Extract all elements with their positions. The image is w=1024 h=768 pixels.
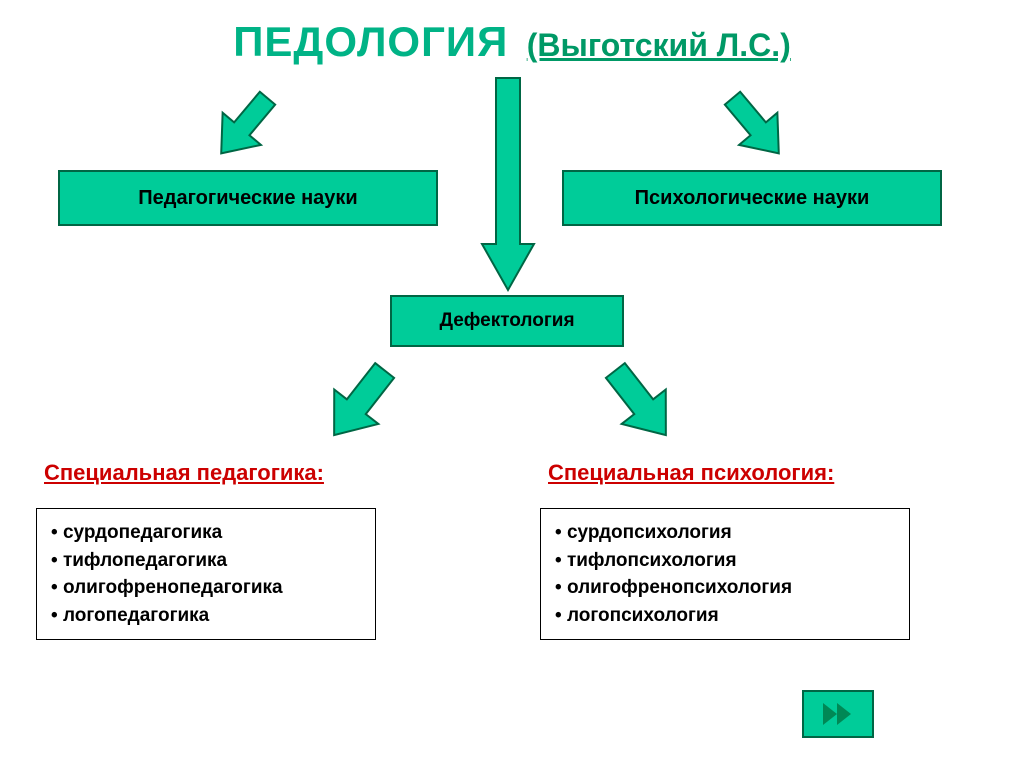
list-item: • тифлопедагогика bbox=[51, 547, 361, 575]
branch-left-heading: Специальная педагогика: bbox=[44, 460, 324, 486]
branch-right-list: • сурдопсихология • тифлопсихология • ол… bbox=[540, 508, 910, 640]
next-slide-button[interactable] bbox=[802, 690, 874, 738]
node-pedagogical-label: Педагогические науки bbox=[138, 187, 357, 210]
branch-right-heading: Специальная психология: bbox=[548, 460, 834, 486]
title-main: ПЕДОЛОГИЯ bbox=[233, 18, 508, 65]
list-item: • тифлопсихология bbox=[555, 547, 895, 575]
list-item: • сурдопсихология bbox=[555, 519, 895, 547]
node-defectology-label: Дефектология bbox=[439, 310, 574, 332]
list-item: • олигофренопсихология bbox=[555, 574, 895, 602]
list-item: • логопедагогика bbox=[51, 602, 361, 630]
title-row: ПЕДОЛОГИЯ (Выготский Л.С.) bbox=[0, 18, 1024, 66]
play-forward-icon bbox=[821, 701, 855, 727]
list-item: • олигофренопедагогика bbox=[51, 574, 361, 602]
node-psychological-label: Психологические науки bbox=[635, 187, 870, 210]
arrow-def-to-left bbox=[310, 352, 410, 452]
branch-left-list: • сурдопедагогика • тифлопедагогика • ол… bbox=[36, 508, 376, 640]
arrow-title-to-right bbox=[710, 80, 800, 170]
arrow-title-to-center bbox=[478, 74, 538, 294]
arrow-def-to-right bbox=[590, 352, 690, 452]
node-defectology: Дефектология bbox=[390, 295, 624, 347]
list-item: • сурдопедагогика bbox=[51, 519, 361, 547]
node-psychological: Психологические науки bbox=[562, 170, 942, 226]
list-item: • логопсихология bbox=[555, 602, 895, 630]
title-author: (Выготский Л.С.) bbox=[527, 27, 791, 63]
arrow-title-to-left bbox=[200, 80, 290, 170]
node-pedagogical: Педагогические науки bbox=[58, 170, 438, 226]
